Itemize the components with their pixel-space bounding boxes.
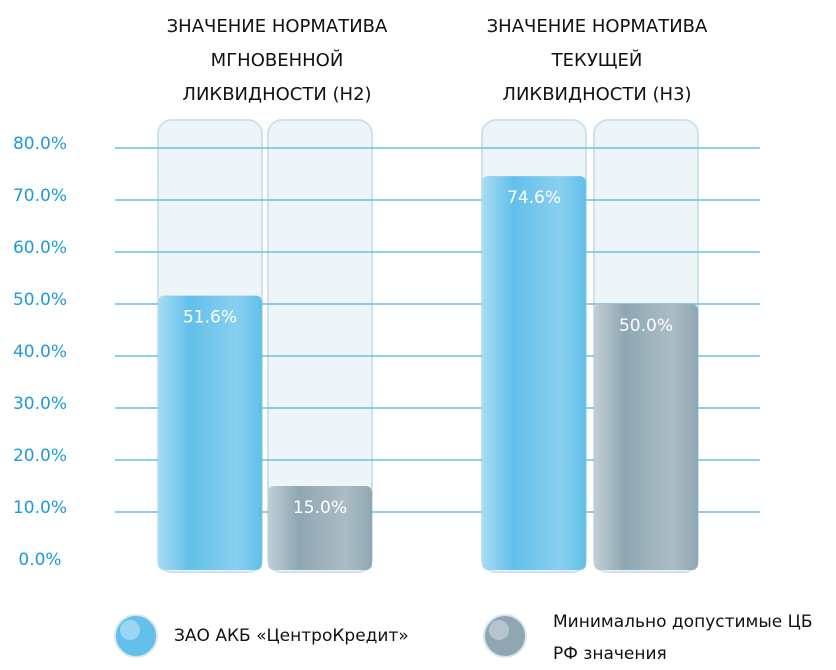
bar-shine <box>158 296 262 570</box>
value-label: 15.0% <box>293 498 347 518</box>
category-title: ЗНАЧЕНИЕ НОРМАТИВА ТЕКУЩЕЙ ЛИКВИДНОСТИ (… <box>437 10 757 112</box>
value-label: 50.0% <box>619 316 673 336</box>
y-tick-label: 10.0% <box>13 498 67 518</box>
y-tick-label: 70.0% <box>13 186 67 206</box>
page: 0.0% 10.0% 20.0% 30.0% 40.0% 50.0% 60.0% 70.0% 8… <box>0 0 836 664</box>
y-tick-label: 50.0% <box>13 290 67 310</box>
y-tick-label: 60.0% <box>13 238 67 258</box>
bar-shine <box>594 304 698 570</box>
y-tick-label: 0.0% <box>18 550 61 570</box>
y-tick-label: 20.0% <box>13 446 67 466</box>
value-label: 51.6% <box>183 308 237 328</box>
value-label: 74.6% <box>507 188 561 208</box>
category-title: ЗНАЧЕНИЕ НОРМАТИВА МГНОВЕННОЙ ЛИКВИДНОСТ… <box>117 10 437 112</box>
legend-swatch-shine <box>489 620 509 640</box>
legend-label: ЗАО АКБ «ЦентроКредит» <box>174 620 474 652</box>
legend-swatch-shine <box>120 620 140 640</box>
y-tick-label: 40.0% <box>13 342 67 362</box>
bar-shine <box>482 176 586 570</box>
legend-label: Минимально допустимые ЦБ РФ значения <box>553 606 833 670</box>
y-tick-label: 80.0% <box>13 134 67 154</box>
y-tick-label: 30.0% <box>13 394 67 414</box>
